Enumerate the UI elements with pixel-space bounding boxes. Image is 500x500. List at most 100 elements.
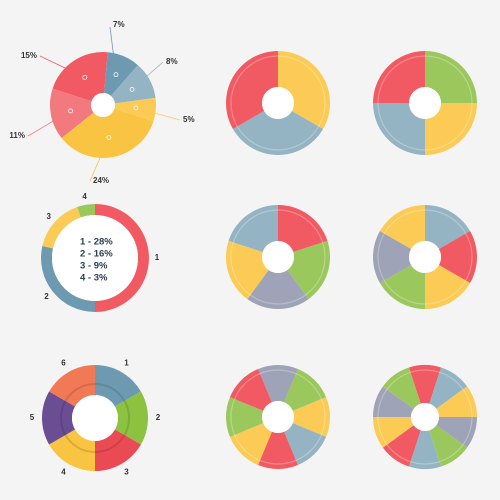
pie-slice xyxy=(373,51,425,103)
pie-slice xyxy=(379,205,425,249)
pie-slice xyxy=(49,429,95,471)
leader-dot xyxy=(106,135,112,140)
slice-number-label: 6 xyxy=(61,359,66,368)
legend-entry: 3 - 9% xyxy=(80,261,108,272)
legend-entry: 2 - 16% xyxy=(80,249,113,260)
pie-slice xyxy=(373,386,414,417)
donut-hole xyxy=(262,87,294,119)
slice-percent-label: 5% xyxy=(183,115,195,124)
pie-slice xyxy=(429,425,468,467)
pie-slice xyxy=(436,417,477,448)
donut-chart-1: 15% 7% 8% 5% 24% 11% xyxy=(9,20,194,185)
pie-slice xyxy=(425,51,477,103)
slice-percent-label: 7% xyxy=(113,20,125,29)
pie-slice xyxy=(284,368,327,411)
inner-ring-highlight xyxy=(377,209,473,305)
leader-line xyxy=(109,26,117,75)
donut-chart-5 xyxy=(226,205,330,309)
inner-ring-highlight xyxy=(230,209,326,305)
pie-slice xyxy=(429,367,468,409)
pie-slice xyxy=(425,205,471,249)
pie-slice xyxy=(258,431,298,469)
slice-number-label: 4 xyxy=(61,468,66,477)
pie-slice xyxy=(436,386,477,417)
slice-number-label: 2 xyxy=(156,413,161,422)
donut-hole xyxy=(262,241,294,273)
inner-ring-highlight xyxy=(377,369,473,465)
pie-slice xyxy=(226,51,278,129)
pie-slice xyxy=(438,231,478,283)
donut-chart-2 xyxy=(226,51,331,155)
slice-percent-label: 11% xyxy=(9,131,25,140)
slice-number-label: 3 xyxy=(124,468,129,477)
pie-slice xyxy=(408,365,442,404)
leader-line xyxy=(89,137,110,182)
inner-ring-shadow xyxy=(60,383,130,453)
pie-slice xyxy=(278,51,331,129)
donut-hole xyxy=(52,215,138,301)
donut-chart-8 xyxy=(225,364,331,469)
slice-percent-label: 15% xyxy=(21,51,37,60)
pie-slice xyxy=(382,425,421,467)
donut-hole xyxy=(409,241,441,273)
pie-slice xyxy=(95,429,141,471)
legend-entry: 1 - 28% xyxy=(80,237,113,248)
donut-hole xyxy=(91,93,115,117)
donut-hole xyxy=(411,403,439,431)
pie-slice xyxy=(373,231,412,283)
pie-slice xyxy=(42,391,76,445)
pie-slice xyxy=(373,417,414,448)
leader-dot xyxy=(129,86,135,92)
donut-chart-3 xyxy=(373,51,477,155)
pie-slice xyxy=(226,240,269,300)
slice-percent-label: 8% xyxy=(166,57,178,66)
slice-number-label: 5 xyxy=(30,413,35,422)
slice-number-label: 1 xyxy=(124,359,129,368)
pie-slice xyxy=(52,52,108,102)
leader-dot xyxy=(113,72,119,78)
pie-slice xyxy=(95,204,149,312)
inner-ring-highlight xyxy=(377,55,473,151)
pie-slice xyxy=(284,423,327,466)
donut-hole xyxy=(262,401,294,433)
pie-slice xyxy=(95,365,141,407)
slice-number-label: 3 xyxy=(47,212,52,221)
pie-slice xyxy=(114,391,148,445)
donut-hole xyxy=(409,87,441,119)
slice-number-label: 2 xyxy=(44,292,49,301)
donut-hole xyxy=(72,395,118,441)
pie-slice xyxy=(278,205,328,253)
leader-dot xyxy=(68,108,73,114)
donut-chart-7: 1 2 3 4 5 6 xyxy=(30,359,161,477)
pie-slice xyxy=(50,88,94,139)
pie-slice xyxy=(225,397,264,437)
pie-slice xyxy=(228,205,278,253)
pie-slice xyxy=(408,430,442,469)
leader-dot xyxy=(133,105,139,111)
leader-line xyxy=(135,107,181,121)
pie-slice xyxy=(110,65,156,104)
pie-slice xyxy=(104,52,138,96)
slice-number-label: 4 xyxy=(82,192,87,201)
pie-slice xyxy=(425,103,477,155)
pie-slice xyxy=(61,108,154,158)
pie-slice xyxy=(292,397,331,437)
pie-slice xyxy=(232,111,324,155)
inner-ring-highlight xyxy=(230,369,326,465)
pie-slice xyxy=(373,103,425,155)
donut-chart-4: 1 2 3 4 1 - 28%2 - 16%3 - 9%4 - 3% xyxy=(41,192,160,312)
pie-slice xyxy=(379,265,425,309)
pie-slice xyxy=(258,364,298,403)
pie-slice xyxy=(229,423,272,466)
legend-entry: 4 - 3% xyxy=(80,273,108,284)
slice-percent-label: 24% xyxy=(93,176,109,185)
pie-slice xyxy=(287,240,330,300)
pie-slice xyxy=(77,204,95,218)
leader-line xyxy=(27,110,71,137)
pie-slice xyxy=(49,365,95,407)
leader-line xyxy=(131,61,164,90)
pie-slice xyxy=(382,367,421,409)
inner-ring-highlight xyxy=(230,55,326,151)
donut-chart-6 xyxy=(373,205,478,309)
